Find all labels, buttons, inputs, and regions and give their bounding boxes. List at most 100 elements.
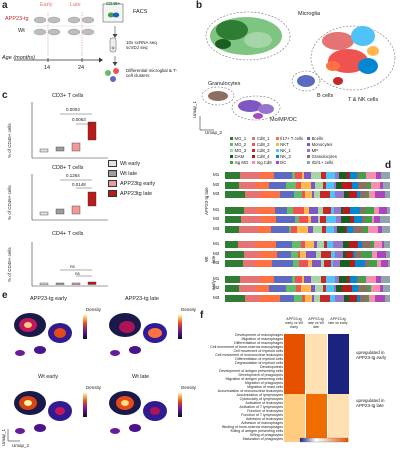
composition-segment (375, 172, 381, 179)
e-umap2: Umap_2 (12, 443, 30, 448)
composition-segment (301, 294, 305, 302)
composition-segment (367, 181, 372, 189)
panel-d-letter: d (385, 160, 392, 171)
composition-segment (244, 250, 259, 258)
cd4-title: CD4+ T cells (52, 231, 84, 237)
pathway-term: Migration of phagocytes (244, 381, 283, 385)
composition-segment (296, 181, 302, 189)
legend-label: Cd8_1 (256, 136, 270, 141)
heatmap-cell (328, 410, 349, 414)
heatmap-cell (328, 414, 349, 418)
composition-segment (384, 191, 390, 198)
heatmap-cell (284, 402, 305, 406)
composition-segment (371, 250, 377, 258)
composition-segment (301, 241, 306, 248)
heatmap-cell (284, 410, 305, 414)
composition-segment (352, 285, 358, 292)
composition-segment (348, 191, 357, 198)
cluster-legend-item: MP (307, 148, 337, 153)
composition-segment (273, 275, 293, 283)
legend-swatch (307, 137, 311, 140)
cd3-p2: 0.0063 (72, 117, 86, 122)
heatmap-cell (306, 342, 327, 346)
heatmap-cell (284, 354, 305, 358)
heatmap-cell (284, 398, 305, 402)
composition-segment (225, 285, 239, 292)
pathway-heatmap (284, 334, 350, 442)
composition-segment (333, 206, 342, 214)
composition-segment (383, 241, 390, 248)
composition-segment (326, 285, 334, 292)
facs-arrow-icon (112, 26, 118, 38)
pathway-term: Activation of leukocytes (245, 401, 283, 405)
legend-swatch (108, 190, 117, 197)
heatmap-cell (284, 418, 305, 422)
heatmap-cell (306, 430, 327, 434)
heatmap-cell (306, 422, 327, 426)
composition-segment (225, 294, 246, 302)
composition-segment (359, 172, 366, 179)
composition-segment (323, 285, 327, 292)
heatmap-cell (306, 386, 327, 390)
composition-segment (243, 206, 258, 214)
cluster-legend-item: NK_1 (275, 148, 303, 153)
composition-segment (341, 285, 353, 292)
heatmap-cell (306, 406, 327, 410)
boxplot-legend: Wt early Wt late APP23tg early APP23tg late (108, 160, 155, 200)
composition-segment (275, 241, 292, 248)
cluster-legend-item: MG_2 (230, 142, 248, 147)
pathway-term: Adhesion of macrophages (241, 421, 283, 425)
composition-segment (239, 225, 258, 233)
composition-segment (333, 285, 336, 292)
composition-segment (335, 191, 345, 198)
composition-segment (349, 216, 354, 223)
boxplot-legend-item: Wt early (108, 160, 155, 167)
legend-label: Il1rl1+ cells (311, 160, 334, 165)
composition-segment (259, 172, 274, 179)
pathway-term: Differentiation of macrophages (234, 341, 283, 345)
composition-segment (374, 191, 385, 198)
composition-segment (380, 172, 391, 179)
composition-segment (240, 275, 260, 283)
boxplot-legend-item: APP23tg early (108, 180, 155, 187)
composition-segment (352, 181, 358, 189)
pathway-term: Accumulation of lymphocytes (236, 393, 283, 397)
composition-segment (292, 275, 296, 283)
legend-label: Isg MG (234, 160, 249, 165)
composition-segment (295, 275, 303, 283)
composition-segment (321, 225, 327, 233)
composition-segment (319, 216, 326, 223)
composition-segment (339, 260, 351, 267)
seq-label: 10x scRNA seq scVDJ seq (126, 40, 157, 51)
legend-label: Il17+ T cells (280, 136, 304, 141)
col-late-vs-early: APP23-tg late vs early (328, 317, 348, 325)
mice-timeline-diagram (14, 12, 103, 63)
composition-segment (242, 260, 256, 267)
composition-bar (225, 294, 390, 302)
heatmap-cell (328, 338, 349, 342)
composition-segment (317, 216, 320, 223)
composition-segment (361, 250, 372, 258)
heatmap-cell (328, 354, 349, 358)
composition-segment (293, 294, 302, 302)
composition-segment (384, 294, 390, 302)
zscore-scale (299, 437, 349, 443)
heatmap-cell (306, 434, 327, 438)
composition-segment (225, 191, 246, 198)
composition-segment (368, 294, 375, 302)
composition-segment (241, 216, 262, 223)
mouse-row-label: M3 (213, 225, 220, 231)
density-maps (7, 313, 182, 442)
pathway-term: Development of macrophages (235, 333, 283, 337)
heatmap-cell (328, 366, 349, 370)
composition-segment (310, 216, 318, 223)
composition-segment (318, 206, 323, 214)
density-label-4: Density (181, 385, 197, 390)
cluster-legend-item: Il1rl1+ cells (307, 160, 337, 165)
composition-segment (341, 181, 353, 189)
composition-segment (366, 191, 369, 198)
composition-segment (330, 250, 335, 258)
cluster-legend-item: MG_3 (230, 148, 248, 153)
heatmap-cell (284, 426, 305, 430)
cluster-legend-item: Cd8_1 (252, 136, 271, 141)
